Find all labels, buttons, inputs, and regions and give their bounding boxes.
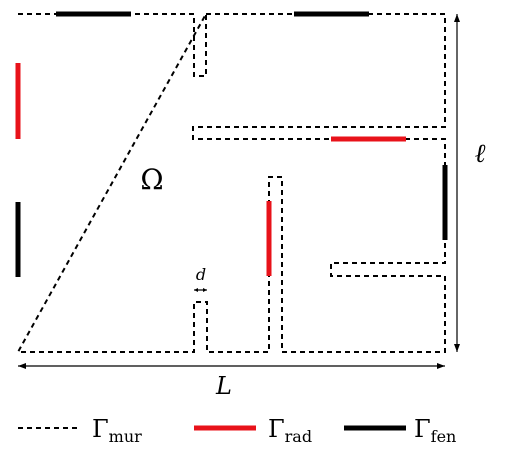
legend-item-fen: Γfen [344,415,456,446]
gap-dimension: d [194,265,207,292]
legend-item-rad: Γrad [194,415,312,446]
L-arrowhead-left [18,363,26,369]
wall-top-left [18,13,207,77]
legend-symbol-rad: Γ [268,415,285,443]
L-label: L [215,372,232,400]
L-arrowhead-right [437,363,445,369]
gap-arrowhead-right [203,288,207,292]
legend-sub-rad: rad [285,427,312,446]
ell-arrowhead-top [454,14,460,22]
radiators [15,63,406,276]
length-L-dimension: L [18,363,445,400]
gap-arrowhead-left [194,288,198,292]
ell-label: ℓ [475,139,486,169]
legend-item-mur: Γmur [18,415,142,446]
domain-label: Ω [140,163,163,196]
legend-sub-mur: mur [109,427,142,446]
legend: Γmur Γrad Γfen [18,415,456,446]
outer-walls [16,13,446,353]
wall-top-right [16,13,446,353]
legend-label-mur: Γmur [92,415,142,446]
ell-arrowhead-bottom [454,344,460,352]
legend-label-rad: Γrad [268,415,312,446]
gap-label: d [196,265,206,284]
legend-symbol-mur: Γ [92,415,109,443]
legend-label-fen: Γfen [414,415,456,446]
legend-sub-fen: fen [431,427,457,446]
legend-symbol-fen: Γ [414,415,431,443]
length-ell-dimension: ℓ [454,14,486,352]
windows [15,11,448,277]
